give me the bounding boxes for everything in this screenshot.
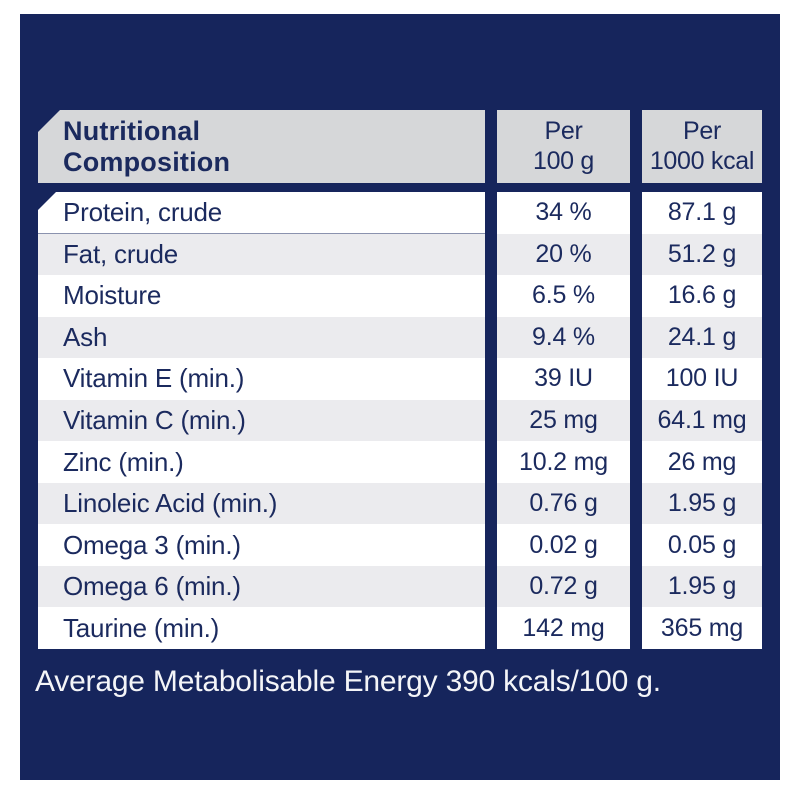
metabolisable-energy-note: Average Metabolisable Energy 390 kcals/1… — [35, 665, 661, 698]
table-title-line2: Composition — [63, 146, 231, 177]
value-per-100g: 34 % — [497, 192, 630, 234]
value-per-100g: 39 IU — [497, 358, 630, 400]
value-per-100g: 0.72 g — [497, 565, 630, 608]
table-title: Nutritional Composition — [38, 110, 485, 183]
value-per-1000kcal: 0.05 g — [642, 524, 762, 566]
nutrient-label: Linoleic Acid (min.) — [38, 482, 485, 525]
per-100g-line2: 100 g — [532, 146, 595, 175]
nutrient-label: Vitamin C (min.) — [38, 399, 485, 442]
column-header-per-100g: Per 100 g — [497, 110, 630, 183]
value-per-1000kcal: 1.95 g — [642, 482, 762, 525]
table-title-line1: Nutritional — [63, 115, 201, 146]
value-per-1000kcal: 87.1 g — [642, 192, 762, 234]
value-per-1000kcal: 24.1 g — [642, 316, 762, 359]
value-per-100g: 25 mg — [497, 399, 630, 442]
nutrient-label: Vitamin E (min.) — [38, 358, 485, 400]
value-per-100g: 0.02 g — [497, 524, 630, 566]
per-100g-line1: Per — [544, 117, 583, 145]
nutrient-label: Taurine (min.) — [38, 607, 485, 650]
nutrient-label: Omega 6 (min.) — [38, 565, 485, 608]
column-header-per-1000kcal: Per 1000 kcal — [642, 110, 762, 183]
nutrient-label: Omega 3 (min.) — [38, 524, 485, 566]
value-per-1000kcal: 365 mg — [642, 607, 762, 650]
nutrient-label: Moisture — [38, 275, 485, 317]
value-per-1000kcal: 64.1 mg — [642, 399, 762, 442]
value-per-100g: 9.4 % — [497, 316, 630, 359]
table-header-row: Nutritional Composition Per 100 g Per 10… — [38, 110, 762, 183]
value-per-1000kcal: 51.2 g — [642, 233, 762, 276]
value-per-100g: 142 mg — [497, 607, 630, 650]
nutrition-table: Nutritional Composition Per 100 g Per 10… — [38, 110, 762, 650]
table-body: Protein, crude 34 % 87.1 g Fat, crude 20… — [38, 192, 762, 650]
nutrient-label: Ash — [38, 316, 485, 359]
per-1000kcal-line1: Per — [682, 117, 721, 145]
per-1000kcal-line2: 1000 kcal — [649, 146, 755, 175]
value-per-100g: 6.5 % — [497, 275, 630, 317]
value-per-1000kcal: 100 IU — [642, 358, 762, 400]
value-per-1000kcal: 16.6 g — [642, 275, 762, 317]
nutrient-label: Protein, crude — [38, 192, 485, 234]
nutrient-label: Zinc (min.) — [38, 441, 485, 483]
nutrient-label: Fat, crude — [38, 233, 485, 276]
nutrition-label-panel: Nutritional Composition Per 100 g Per 10… — [20, 14, 780, 780]
value-per-100g: 10.2 mg — [497, 441, 630, 483]
value-per-1000kcal: 26 mg — [642, 441, 762, 483]
value-per-100g: 20 % — [497, 233, 630, 276]
value-per-1000kcal: 1.95 g — [642, 565, 762, 608]
value-per-100g: 0.76 g — [497, 482, 630, 525]
